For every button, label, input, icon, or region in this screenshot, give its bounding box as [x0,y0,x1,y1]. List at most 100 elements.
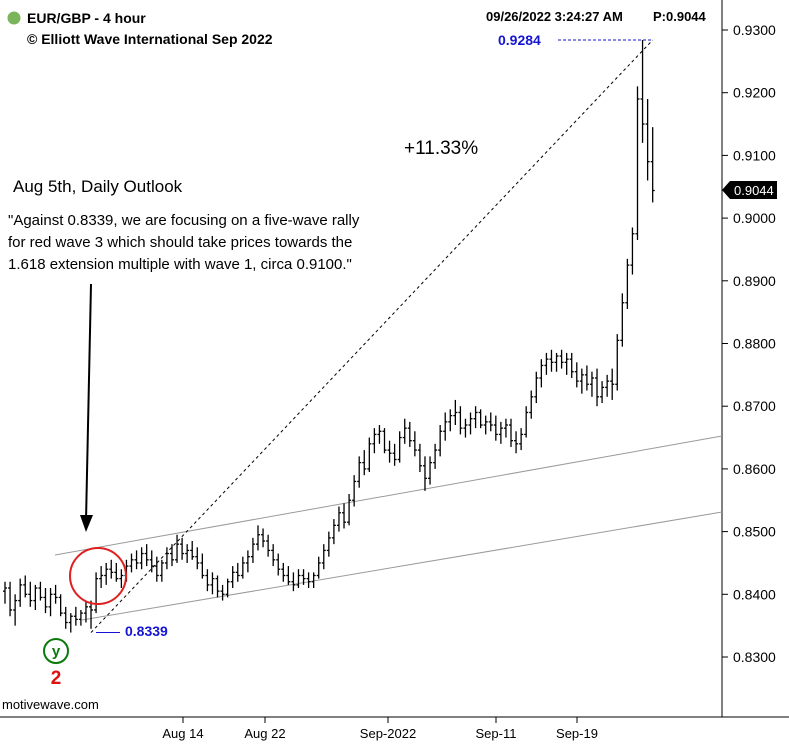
price-bar [554,352,559,372]
price-bar [483,415,488,435]
outlook-title: Aug 5th, Daily Outlook [13,177,183,196]
price-bar [529,390,534,419]
price-bar [600,381,605,404]
price-bar [549,349,554,372]
price-bar [362,450,367,476]
price-bar [291,572,296,592]
price-bar [43,588,48,614]
price-bar [33,584,38,610]
price-bar [129,553,134,573]
price-bar [83,600,88,623]
price-bar [326,531,331,557]
price-bar [3,581,7,604]
price-bar [256,525,260,551]
price-bar [610,368,615,400]
price-bar [276,553,281,576]
lower-channel-line [81,511,723,621]
price-bar [296,569,301,589]
price-bar [417,443,422,473]
y-tick-label: 0.8600 [733,461,776,477]
price-bar [185,544,190,563]
price-bar [519,428,524,451]
price-bar [205,569,210,592]
price-bar [377,425,382,444]
price-bar [367,437,372,473]
price-bar [564,352,569,375]
quote-line-1: "Against 0.8339, we are focusing on a fi… [8,212,360,229]
last-price-label: 0.9044 [734,183,774,198]
price-bar [220,584,225,601]
price-bar [139,547,144,570]
price-bar [235,562,240,582]
price-bar [281,562,286,582]
y-tick-label: 0.8400 [733,586,776,602]
price-readout: P:0.9044 [653,9,707,24]
price-bar [493,415,498,441]
price-bar [544,352,549,375]
price-bar [99,566,104,589]
price-bar [68,613,73,633]
y-tick-label: 0.8800 [733,336,776,352]
price-bar [579,368,584,394]
price-bar [18,578,23,607]
price-bar [352,475,357,507]
price-bar [412,431,417,457]
price-bar [569,352,574,378]
price-bar [261,528,266,548]
price-bar [225,578,230,598]
price-bar [473,406,478,429]
copyright-text: © Elliott Wave International Sep 2022 [27,31,273,47]
price-bar [347,493,352,526]
price-bar [422,456,427,491]
x-tick-label: Sep-11 [476,726,517,741]
price-bar [250,537,255,563]
projection-trend-line [90,39,654,633]
price-bar [104,562,109,585]
price-bar [458,406,463,435]
price-bar [615,334,620,391]
price-bar [8,581,13,617]
price-bar [336,506,341,532]
price-bar [650,127,655,203]
price-axis: 0.8300 0.8400 0.8500 0.8600 0.8700 0.8800 0.89… [722,22,776,665]
price-bar [387,440,392,463]
price-bar [89,600,94,629]
price-bar [78,609,83,626]
price-bar [428,456,433,485]
y-tick-label: 0.8500 [733,524,776,540]
price-bar [620,293,625,347]
quote-line-3: 1.618 extension multiple with wave 1, ci… [8,256,352,273]
price-bar [448,409,453,432]
price-bar [13,594,18,626]
y-tick-label: 0.8700 [733,398,776,414]
price-bar [271,544,276,567]
price-bar [503,418,508,438]
price-bar [169,544,174,567]
price-bar [605,374,610,397]
gain-label: +11.33% [404,138,478,159]
price-bar [589,371,594,397]
price-bar [342,503,347,529]
price-bar [574,362,579,388]
price-bar [58,594,63,617]
price-bar [63,606,68,629]
price-bar [488,412,493,432]
price-bar [286,566,291,585]
highlight-circle [69,547,127,605]
price-bar [453,399,458,426]
wave-2-label: 2 [51,668,62,689]
price-bar [159,559,164,582]
price-bar [200,553,205,579]
price-bar [559,349,564,369]
x-tick-label: Sep-2022 [360,726,416,741]
price-bar [443,412,448,441]
price-bar [524,406,529,438]
symbol-title: EUR/GBP - 4 hour [27,10,146,26]
price-bar [210,572,215,595]
price-bar [38,581,43,601]
price-bar [534,371,539,404]
price-bar [357,456,362,488]
y-tick-label: 0.8300 [733,649,776,665]
